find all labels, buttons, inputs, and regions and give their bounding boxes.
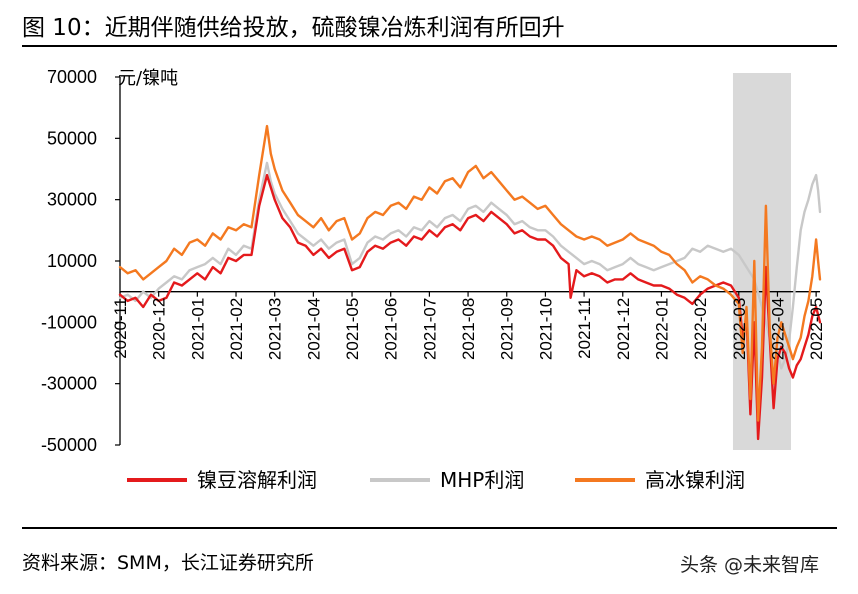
series-line-1 xyxy=(118,161,822,370)
chart-title: 图 10：近期伴随供给投放，硫酸镍冶炼利润有所回升 xyxy=(22,15,565,41)
y-tick-label: 10000 xyxy=(47,251,97,271)
x-tick-label: 2020-11 xyxy=(111,298,130,359)
legend-label-1: MHP利润 xyxy=(440,468,524,492)
x-tick-label: 2021-06 xyxy=(382,298,401,360)
y-tick-label: -30000 xyxy=(41,374,97,394)
x-tick-label: 2020-12 xyxy=(150,298,169,360)
x-tick-label: 2021-10 xyxy=(536,298,555,360)
x-tick-label: 2021-04 xyxy=(304,298,323,360)
y-tick-label: 70000 xyxy=(47,67,97,87)
x-tick-label: 2021-02 xyxy=(227,298,246,360)
label-layer: 70000 50000 30000 10000 -10000 -30000 -50000 元/… xyxy=(41,67,826,455)
x-tick-label: 2022-01 xyxy=(652,298,671,360)
x-tick-label: 2021-03 xyxy=(266,298,285,360)
bottom-rule xyxy=(22,527,837,529)
x-tick-label: 2022-05 xyxy=(807,298,826,360)
y-axis-label: 元/镍吨 xyxy=(118,68,178,89)
x-tick-label: 2022-04 xyxy=(768,298,787,360)
x-tick-label: 2021-11 xyxy=(575,298,594,359)
x-tick-label: 2021-09 xyxy=(498,298,517,360)
x-tick-label: 2021-05 xyxy=(343,298,362,360)
x-tick-label: 2021-07 xyxy=(420,298,439,360)
x-tick-label: 2021-08 xyxy=(459,298,478,360)
series-layer xyxy=(118,124,822,441)
x-tick-label: 2022-03 xyxy=(730,298,749,360)
x-tick-label: 2021-12 xyxy=(614,298,633,360)
legend-label-0: 镍豆溶解利润 xyxy=(197,468,317,492)
y-tick-label: 50000 xyxy=(47,128,97,148)
watermark: 头条 @未来智库 xyxy=(680,554,820,576)
series-line-2 xyxy=(118,124,822,422)
x-tick-label: 2021-01 xyxy=(188,298,207,360)
series-line-0 xyxy=(118,173,822,441)
source-note: 资料来源：SMM，长江证券研究所 xyxy=(22,552,314,574)
legend-layer: 镍豆溶解利润 MHP利润 高冰镍利润 xyxy=(127,468,745,492)
y-tick-label: -10000 xyxy=(41,312,97,332)
y-tick-label: -50000 xyxy=(41,435,97,455)
legend-label-2: 高冰镍利润 xyxy=(645,468,745,492)
axis-layer xyxy=(115,76,820,446)
y-tick-label: 30000 xyxy=(47,190,97,210)
top-rule xyxy=(22,45,837,47)
x-tick-label: 2022-02 xyxy=(691,298,710,360)
